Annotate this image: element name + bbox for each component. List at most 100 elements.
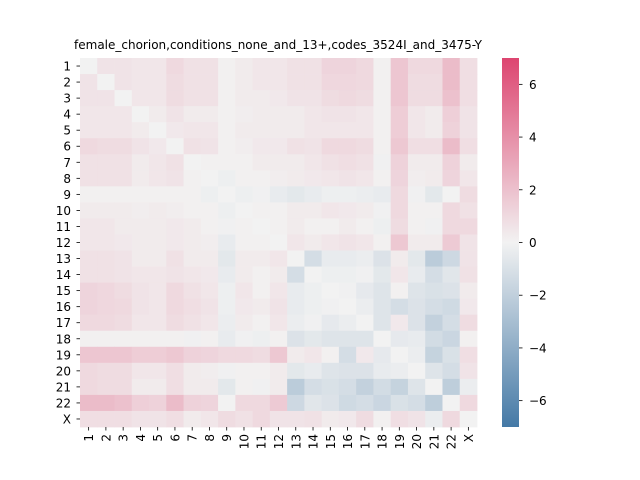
heatmap-cell	[149, 346, 167, 364]
heatmap-cell	[321, 314, 340, 332]
heatmap-cell	[459, 170, 478, 187]
x-tick-label: 21	[427, 434, 441, 449]
heatmap-cell	[235, 362, 254, 380]
heatmap-cell	[131, 410, 150, 428]
heatmap-cell	[80, 362, 98, 380]
heatmap-cell	[390, 122, 409, 139]
heatmap-cell	[459, 186, 478, 203]
heatmap-cell	[80, 218, 98, 235]
heatmap-cell	[338, 362, 357, 380]
heatmap-cell	[183, 234, 202, 251]
heatmap-cell	[80, 330, 98, 348]
heatmap-cell	[407, 394, 426, 412]
heatmap-cell	[166, 90, 184, 107]
heatmap-cell	[252, 138, 271, 155]
heatmap-cell	[356, 170, 374, 187]
heatmap-cell	[390, 138, 409, 155]
heatmap-cell	[338, 298, 357, 316]
heatmap-cell	[218, 266, 236, 284]
heatmap-cell	[390, 218, 409, 235]
heatmap-cell	[166, 122, 184, 139]
x-tick-label: 16	[341, 434, 355, 449]
x-tick-label: 15	[324, 434, 338, 449]
heatmap-cell	[459, 410, 478, 428]
heatmap-cell	[425, 298, 443, 316]
heatmap-cell	[183, 362, 202, 380]
heatmap-cell	[200, 298, 219, 316]
heatmap-cell	[252, 74, 271, 91]
heatmap-cell	[80, 170, 98, 187]
heatmap-cell	[97, 394, 115, 412]
heatmap-cell	[218, 250, 236, 267]
heatmap-cell	[356, 74, 374, 91]
heatmap-cell	[356, 410, 374, 428]
y-tick-label: 7	[63, 156, 71, 170]
heatmap-cell	[425, 282, 443, 300]
heatmap-cell	[97, 154, 115, 171]
heatmap-cell	[407, 122, 426, 139]
heatmap-cell	[304, 170, 323, 187]
heatmap-cell	[407, 186, 426, 203]
heatmap-cell	[80, 266, 98, 284]
heatmap-cell	[321, 346, 340, 364]
heatmap-cell	[459, 138, 478, 155]
heatmap-cell	[200, 154, 219, 171]
heatmap-cell	[356, 346, 374, 364]
chart-title: female_chorion,conditions_none_and_13+,c…	[74, 38, 483, 52]
heatmap-cell	[356, 154, 374, 171]
heatmap-cell	[269, 138, 288, 155]
x-tick-label: 20	[410, 434, 424, 449]
heatmap-cell	[235, 170, 254, 187]
heatmap-cell	[80, 186, 98, 203]
heatmap-cell	[235, 314, 254, 332]
heatmap-cell	[356, 58, 374, 75]
heatmap-cell	[252, 266, 271, 284]
heatmap-cell	[425, 394, 443, 412]
heatmap-cell	[425, 218, 443, 235]
heatmap-cell	[338, 90, 357, 107]
heatmap-cell	[338, 410, 357, 428]
heatmap-cell	[356, 330, 374, 348]
heatmap-cell	[235, 346, 254, 364]
heatmap-cell	[80, 138, 98, 155]
heatmap-cell	[390, 74, 409, 91]
heatmap-cell	[373, 314, 392, 332]
heatmap-cell	[407, 154, 426, 171]
heatmap-cell	[321, 330, 340, 348]
heatmap-cell	[183, 266, 202, 284]
heatmap-cell	[114, 330, 133, 348]
heatmap-cell	[131, 330, 150, 348]
heatmap-cell	[269, 314, 288, 332]
heatmap-cell	[166, 234, 184, 251]
heatmap-cell	[356, 234, 374, 251]
heatmap-cell	[321, 106, 340, 123]
x-tick-label: 10	[237, 434, 251, 449]
heatmap-cell	[425, 378, 443, 396]
heatmap-cell	[425, 138, 443, 155]
heatmap-cell	[407, 202, 426, 219]
heatmap-cell	[218, 378, 236, 396]
heatmap-cell	[338, 186, 357, 203]
heatmap-cell	[252, 58, 271, 75]
heatmap-cell	[149, 410, 167, 428]
heatmap-cell	[373, 250, 392, 267]
heatmap-cell	[80, 346, 98, 364]
heatmap-cell	[407, 138, 426, 155]
heatmap-cell	[183, 90, 202, 107]
heatmap-cell	[166, 154, 184, 171]
heatmap-cell	[321, 234, 340, 251]
heatmap-cell	[356, 282, 374, 300]
heatmap-cell	[166, 298, 184, 316]
x-tick-label: 19	[393, 434, 407, 449]
heatmap-cell	[200, 90, 219, 107]
x-tick-label: 6	[168, 434, 182, 442]
heatmap-cell	[338, 266, 357, 284]
heatmap-cell	[407, 266, 426, 284]
heatmap-cell	[321, 154, 340, 171]
heatmap-cell	[252, 234, 271, 251]
heatmap-cell	[114, 90, 133, 107]
heatmap-cell	[287, 202, 305, 219]
heatmap-cell	[407, 378, 426, 396]
heatmap-cell	[97, 58, 115, 75]
